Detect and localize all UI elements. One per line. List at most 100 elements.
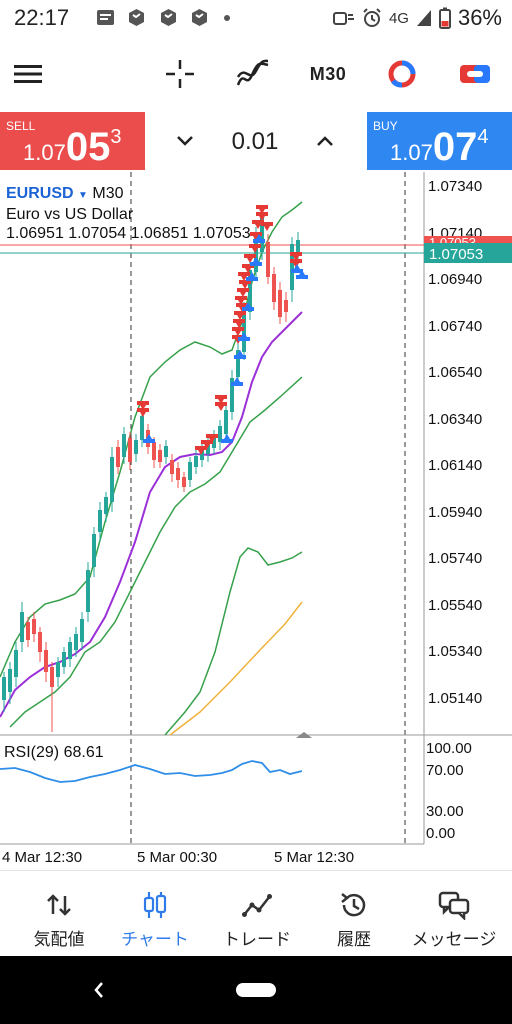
buy-deal-marker[interactable] [291, 264, 303, 273]
rsi-axis: 100.00 70.00 30.00 0.00 [426, 740, 472, 842]
timeframe-label: M30 [309, 63, 347, 84]
bollinger-lower [9, 376, 303, 728]
price-tick: 1.06940 [428, 271, 482, 288]
sell-deal-marker[interactable] [290, 252, 302, 261]
timeframe-button[interactable]: M30 [302, 54, 354, 94]
sell-deal-marker[interactable] [256, 212, 268, 221]
sell-deal-marker[interactable] [242, 264, 254, 273]
battery-level: 36% [457, 5, 502, 30]
candle-body [62, 652, 66, 667]
price-tick: 1.06540 [428, 364, 482, 381]
candle-body [170, 460, 174, 474]
rsi-tick: 30.00 [426, 803, 464, 820]
nav-history[interactable]: 履歴 [320, 871, 388, 957]
sell-deal-marker[interactable] [238, 272, 250, 281]
nav-messages[interactable]: メッセージ [408, 871, 500, 957]
nav-quotes[interactable]: 気配値 [24, 871, 94, 957]
buy-deal-marker[interactable] [221, 434, 233, 443]
candle-body [200, 448, 204, 460]
status-time: 22:17 [14, 5, 70, 30]
symbol-name[interactable]: EURUSD [6, 185, 74, 202]
volume-input[interactable]: 0.01 [231, 128, 279, 155]
candle-body [176, 468, 180, 480]
buy-deal-marker[interactable] [246, 272, 258, 281]
buy-deal-marker[interactable] [296, 270, 308, 279]
sell-deal-marker[interactable] [215, 395, 227, 404]
candle-body [188, 462, 192, 480]
signal-icon [416, 10, 431, 26]
buy-button[interactable]: BUY 1.07074 [367, 112, 512, 170]
buy-deal-marker[interactable] [250, 257, 262, 266]
sell-deal-marker[interactable] [215, 402, 227, 411]
symbol-dropdown-icon[interactable]: ▼ [78, 190, 88, 201]
candle-body [284, 300, 288, 312]
buy-deal-marker[interactable] [253, 234, 265, 243]
chevron-down-icon[interactable] [173, 129, 197, 153]
indicators-button[interactable] [233, 54, 273, 94]
notification-app-icon-2 [161, 9, 176, 26]
crosshair-button[interactable] [160, 54, 200, 94]
menu-button[interactable] [8, 54, 48, 94]
candle-body [86, 570, 90, 612]
one-click-trade-button[interactable] [455, 54, 495, 94]
candle-body [236, 350, 240, 377]
sell-button[interactable]: SELL 1.07053 [0, 112, 145, 170]
candle-body [74, 634, 78, 650]
sell-deal-marker[interactable] [237, 288, 249, 297]
chevron-up-icon[interactable] [313, 129, 337, 153]
buy-deal-marker[interactable] [234, 350, 246, 359]
sell-deal-marker[interactable] [206, 434, 218, 443]
back-chevron-icon[interactable] [90, 978, 108, 1002]
buy-price-sup: 4 [477, 126, 489, 148]
chart-objects-button[interactable] [382, 54, 422, 94]
sell-deal-marker[interactable] [239, 280, 251, 289]
moving-average-long [169, 601, 303, 736]
sell-deal-marker[interactable] [244, 254, 256, 263]
sell-deal-marker[interactable] [256, 205, 268, 214]
ohlc-values: 1.06951 1.07054 1.06851 1.07053 [6, 225, 251, 242]
symbol-row[interactable]: EURUSD ▼ M30 [6, 184, 251, 205]
price-tick: 1.06140 [428, 457, 482, 474]
symbol-description: Euro vs US Dollar [6, 206, 134, 223]
chart-toolbar: M30 [0, 36, 512, 112]
sell-deal-marker[interactable] [249, 244, 261, 253]
buy-deal-marker[interactable] [242, 302, 254, 311]
buy-deal-marker[interactable] [143, 434, 155, 443]
sell-deal-marker[interactable] [234, 311, 246, 320]
sell-deal-marker[interactable] [233, 319, 245, 328]
chart-canvas[interactable]: 1.07340 1.07140 1.06940 1.06740 1.06540 … [0, 172, 512, 870]
sell-deal-marker[interactable] [235, 296, 247, 305]
sell-deal-marker[interactable] [232, 327, 244, 336]
candle-body [68, 642, 72, 659]
nav-label: チャート [121, 930, 189, 949]
nav-label: メッセージ [411, 930, 497, 949]
sell-price-sup: 3 [110, 126, 122, 148]
buy-deal-marker[interactable] [231, 377, 243, 386]
candle-body [224, 410, 228, 434]
notification-news-icon [97, 10, 114, 25]
home-pill[interactable] [236, 983, 276, 997]
sell-deal-marker[interactable] [261, 222, 273, 231]
status-right-group: 4G 36% [332, 4, 502, 32]
chart-shift-marker[interactable] [296, 732, 312, 738]
candle-body [92, 534, 96, 567]
buy-deal-marker[interactable] [238, 332, 250, 341]
bid-price-label: 1.07053 [429, 246, 483, 263]
sell-deal-marker[interactable] [195, 446, 207, 455]
price-tick: 1.06740 [428, 318, 482, 335]
candle-body [20, 612, 24, 642]
candle-body [32, 619, 36, 634]
price-chart[interactable]: 1.07340 1.07140 1.06940 1.06740 1.06540 … [0, 172, 512, 870]
sell-deal-marker[interactable] [201, 440, 213, 449]
sell-deal-marker[interactable] [137, 401, 149, 410]
candle-body [2, 677, 6, 700]
time-tick: 5 Mar 00:30 [137, 849, 217, 866]
one-click-trade-panel: SELL 1.07053 0.01 BUY 1.07074 [0, 112, 512, 172]
nav-chart[interactable]: チャート [112, 871, 198, 957]
sell-deal-marker[interactable] [290, 259, 302, 268]
volume-selector: 0.01 [145, 112, 367, 170]
candle-body [50, 667, 54, 687]
nav-trade[interactable]: トレード [214, 871, 300, 957]
sell-deal-marker[interactable] [137, 408, 149, 417]
rsi-line [0, 760, 303, 783]
